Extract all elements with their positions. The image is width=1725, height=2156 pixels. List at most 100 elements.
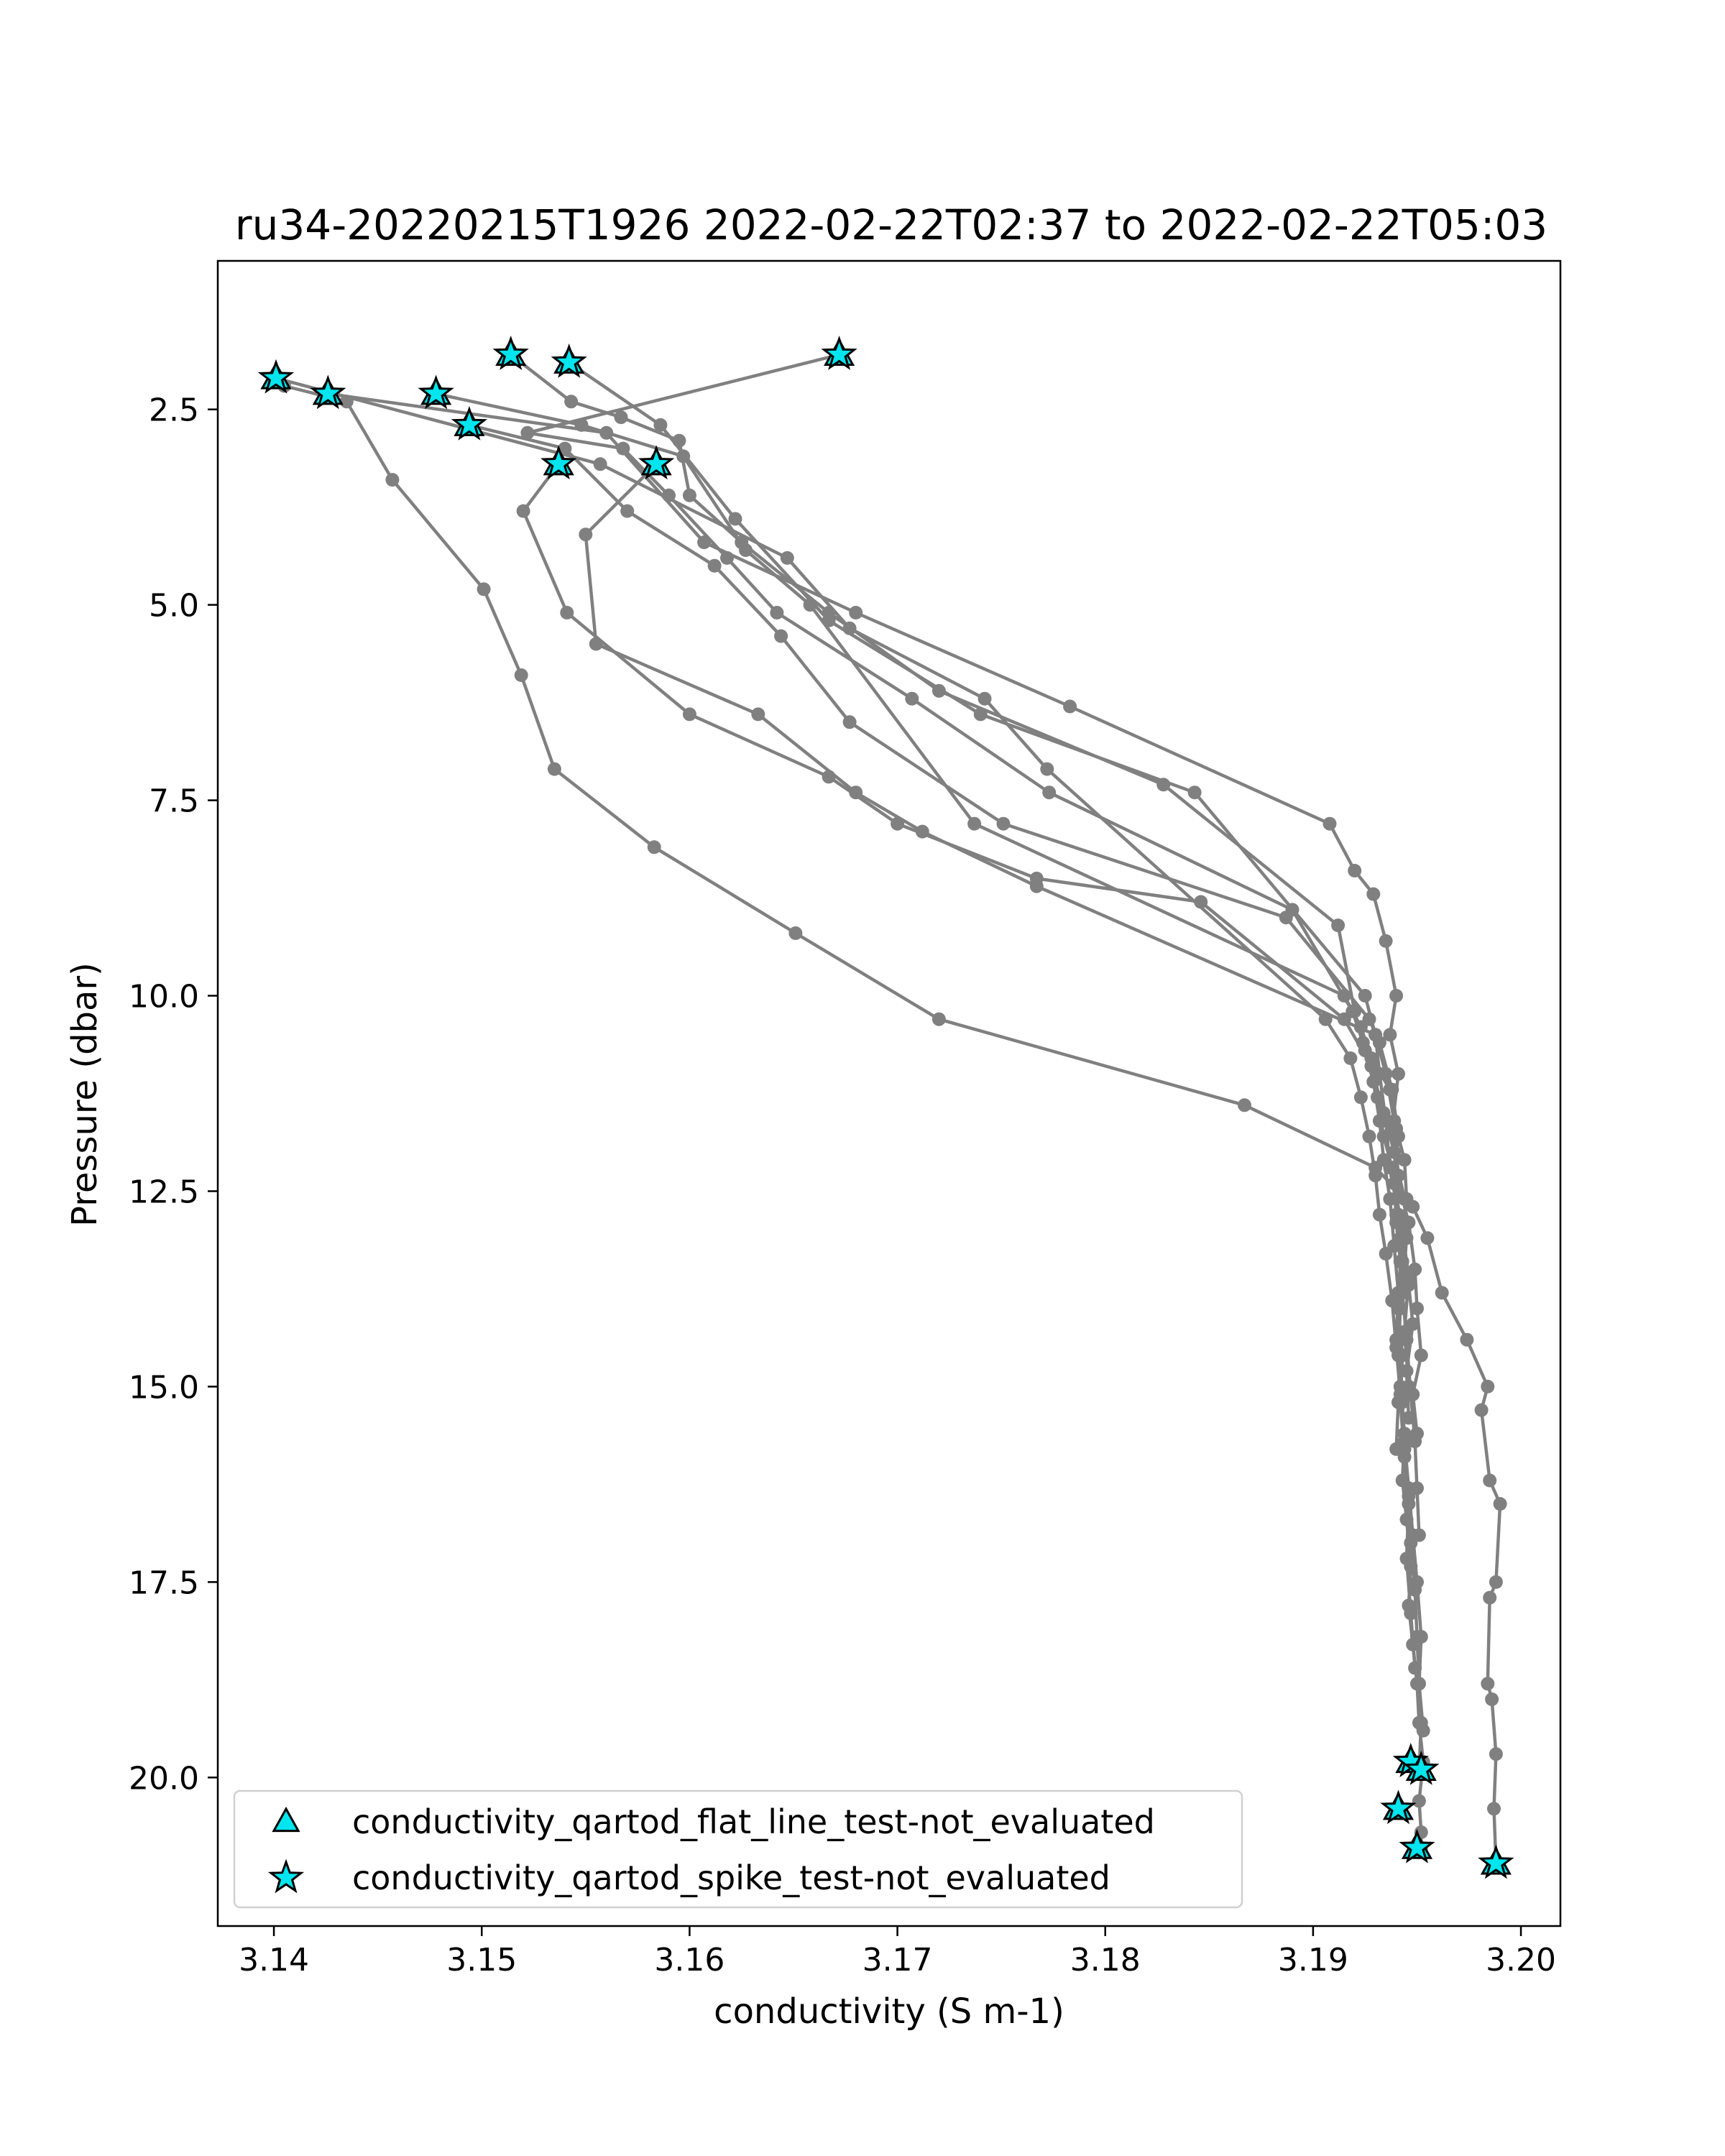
profile-point [682, 707, 696, 722]
profile-point [558, 441, 572, 456]
y-tick-label: 12.5 [129, 1174, 199, 1210]
y-tick-label: 2.5 [149, 392, 199, 429]
profile-point [589, 637, 603, 651]
profile-point [1483, 1473, 1497, 1488]
profile-point [967, 816, 982, 831]
profile-line [521, 463, 1421, 1536]
profile-point [1408, 1434, 1422, 1449]
profile-point [1063, 699, 1077, 714]
x-tick-label: 3.19 [1278, 1942, 1348, 1978]
profile-point [1379, 934, 1393, 948]
profile-point [477, 582, 491, 596]
spike-flag-marker [551, 343, 587, 378]
profile-point [1481, 1677, 1495, 1691]
profile-point [1489, 1575, 1503, 1589]
profile-point [1356, 1036, 1370, 1050]
x-tick-label: 3.16 [654, 1942, 724, 1978]
profile-point [647, 840, 661, 854]
profile-point [1399, 1231, 1414, 1245]
profile-point [1402, 1598, 1416, 1613]
profile-line [584, 463, 1423, 1770]
profile-point [1029, 879, 1044, 893]
profile-point [1387, 1145, 1402, 1159]
profile-point [547, 762, 561, 776]
profile-point [1481, 1379, 1495, 1393]
chart-title: ru34-20220215T1926 2022-02-22T02:37 to 2… [235, 201, 1547, 249]
plot-area [257, 336, 1514, 1879]
profile-point [1483, 1590, 1497, 1605]
profile-point [1376, 1153, 1391, 1167]
profile-point [1331, 918, 1346, 933]
axes-frame [216, 259, 1562, 1927]
profile-point [849, 786, 863, 800]
x-axis-ticks: 3.14 3.15 3.16 3.17 3.18 3.19 3.20 [239, 1926, 1556, 1978]
legend-label: conductivity_qartod_flat_line_test-not_e… [352, 1802, 1155, 1841]
y-tick-label: 7.5 [149, 783, 199, 820]
profile-point [1389, 1340, 1404, 1355]
profile-point [788, 926, 803, 940]
profile-point [751, 707, 765, 722]
profile-point [780, 550, 794, 565]
profile-point [1412, 1677, 1426, 1691]
spike-flag-marker [451, 405, 488, 441]
profile-series-10 [269, 371, 1430, 1738]
profile-point [1412, 1794, 1426, 1808]
profile-point [1348, 864, 1362, 877]
profile-point [1474, 1403, 1489, 1417]
x-axis-label: conductivity (S m-1) [714, 1991, 1064, 2032]
profile-point [1366, 1074, 1381, 1089]
profile-point [1238, 1098, 1251, 1112]
profile-point [520, 425, 535, 440]
profile-point [1353, 1090, 1368, 1105]
profile-point [1487, 1802, 1501, 1816]
spike-flag-marker [1403, 1750, 1440, 1785]
profile-point [385, 473, 400, 487]
profile-point [996, 816, 1011, 831]
profile-point [905, 691, 919, 706]
profile-point [973, 707, 988, 722]
profile-point [616, 441, 630, 456]
profile-point [1416, 1723, 1430, 1738]
profile-point [1368, 1169, 1383, 1183]
legend-entry-star: conductivity_qartod_spike_test-not_evalu… [267, 1858, 1110, 1897]
spike-flag-marker [257, 359, 295, 394]
profile-point [1414, 1630, 1428, 1644]
spike-flag-marker [638, 445, 675, 480]
profile-point [770, 606, 784, 619]
profile-point [1372, 1114, 1386, 1128]
profile-point [842, 715, 857, 729]
profile-point [614, 410, 628, 425]
legend-triangle-icon [272, 1806, 300, 1833]
profile-point [1366, 887, 1381, 901]
profile-point [1383, 1028, 1397, 1042]
x-tick-label: 3.15 [446, 1942, 517, 1978]
profile-point [1379, 1247, 1393, 1261]
profile-point [1489, 1747, 1503, 1761]
profile-point [1410, 1575, 1424, 1589]
profile-point [1040, 762, 1054, 776]
plot-content [257, 336, 1514, 1879]
profile-line [283, 384, 1502, 1864]
profile-point [579, 528, 593, 542]
profile-point [1383, 1192, 1397, 1206]
y-tick-label: 10.0 [129, 979, 199, 1015]
profile-point [682, 488, 696, 502]
spike-flag-marker [821, 336, 857, 370]
profile-point [735, 535, 749, 550]
profile-point [842, 621, 857, 635]
flag-markers [257, 336, 1514, 1879]
profile-point [822, 613, 836, 627]
y-axis-ticks: 2.5 5.0 7.5 10.0 12.5 15.0 17.5 20.0 [129, 392, 218, 1797]
profile-point [1406, 1528, 1420, 1542]
profile-point [1393, 1387, 1407, 1401]
profile-point [1402, 1481, 1416, 1496]
profile-point [932, 1012, 946, 1026]
profile-point [1187, 786, 1202, 800]
legend-label: conductivity_qartod_spike_test-not_evalu… [352, 1858, 1110, 1897]
spike-flag-marker [310, 374, 346, 410]
profile-point [1318, 1012, 1333, 1026]
legend-entry-triangle: conductivity_qartod_flat_line_test-not_e… [272, 1802, 1155, 1841]
profile-point [915, 824, 929, 839]
profile-point [1392, 1207, 1405, 1222]
